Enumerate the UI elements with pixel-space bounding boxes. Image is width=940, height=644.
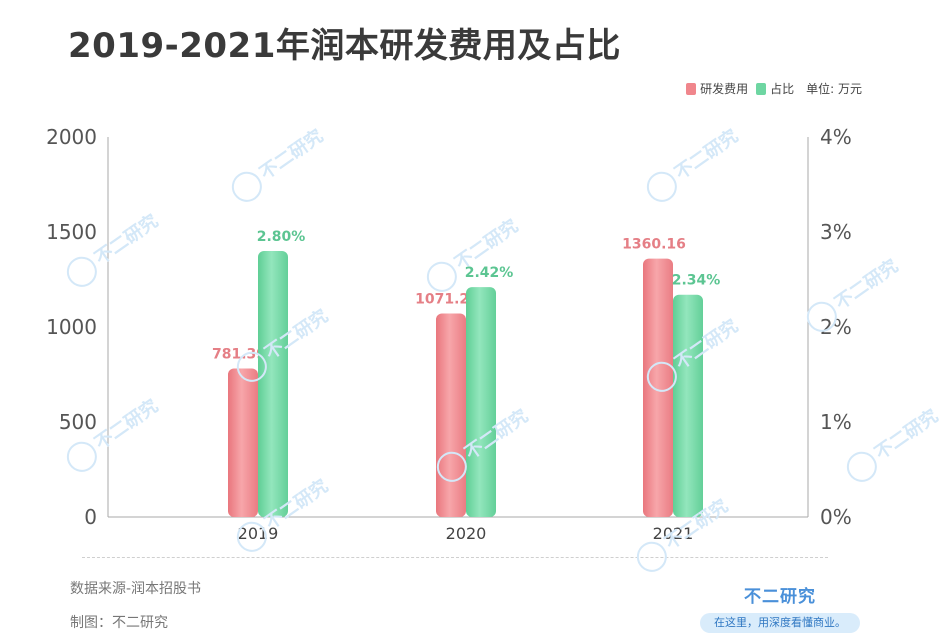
legend-label-rd-expense: 研发费用 [700,82,749,96]
y-right-tick-label: 4% [820,125,852,149]
chart-title: 2019-2021年润本研发费用及占比 [68,26,621,66]
x-tick-label: 2019 [238,524,279,543]
brand-name: 不二研究 [744,587,816,607]
data-label-ratio: 2.34% [672,273,721,289]
y-left-tick-label: 2000 [46,125,97,149]
y-left-tick-label: 500 [59,410,97,434]
legend-item-ratio: 占比 [756,80,794,97]
legend-swatch-rd-expense [686,82,697,95]
data-label-ratio: 2.42% [465,265,514,281]
bar-rd-expense [436,313,466,517]
y-right-tick-label: 1% [820,410,852,434]
bar-ratio [673,294,703,517]
bar-rd-expense [228,368,258,517]
y-left-tick-label: 1000 [46,315,97,339]
y-right-tick-label: 3% [820,220,852,244]
unit-label: 单位: 万元 [806,82,862,96]
data-label-rd-expense: 1360.16 [622,237,686,253]
y-right-tick-label: 0% [820,505,852,529]
brand-logo: 不二研究 在这里，用深度看懂商业。 [700,582,860,633]
legend: 研发费用 占比 单位: 万元 [678,80,862,97]
legend-label-ratio: 占比 [770,82,795,96]
x-tick-label: 2020 [446,524,487,543]
y-left-tick-label: 0 [84,505,97,529]
y-right-tick-label: 2% [820,315,852,339]
legend-swatch-ratio [756,82,767,95]
data-label-rd-expense: 781.39 [212,347,266,363]
x-tick-label: 2021 [653,524,694,543]
legend-item-rd-expense: 研发费用 [686,80,748,97]
data-label-rd-expense: 1071.26 [415,291,479,307]
bar-rd-expense [643,258,673,517]
chart-maker: 制图：不二研究 [70,615,168,631]
brand-slogan: 在这里，用深度看懂商业。 [700,613,860,633]
bar-ratio [466,287,496,517]
data-label-ratio: 2.80% [257,229,306,245]
data-source: 数据来源-润本招股书 [70,581,202,597]
footer-divider [82,557,828,558]
y-left-tick-label: 1500 [46,220,97,244]
bar-ratio [258,251,288,517]
